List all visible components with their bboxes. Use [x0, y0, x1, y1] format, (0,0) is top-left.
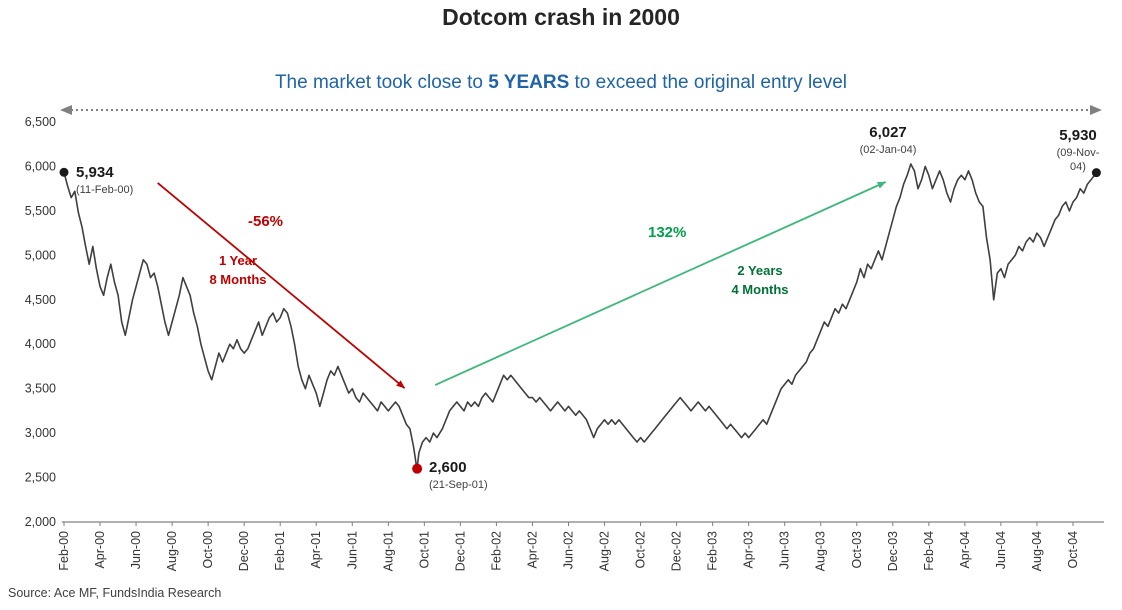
- latest-date: (09-Nov-04): [1056, 146, 1100, 174]
- x-tick-label: Jun-02: [561, 531, 575, 569]
- x-tick-label: Oct-01: [417, 531, 431, 569]
- x-tick-label: Aug-01: [381, 531, 395, 571]
- y-tick-label: 6,000: [25, 159, 56, 173]
- x-tick-label: Apr-03: [742, 531, 756, 569]
- x-tick-label: Apr-00: [93, 531, 107, 569]
- y-tick-label: 2,000: [25, 515, 56, 529]
- x-tick-label: Jun-04: [994, 531, 1008, 569]
- decline-percent-label: -56%: [248, 213, 284, 230]
- trough-dot: [412, 463, 423, 474]
- y-tick-label: 4,000: [25, 337, 56, 351]
- recovery-duration-label: 2 Years 4 Months: [718, 262, 802, 300]
- decline-arrow: [157, 182, 406, 389]
- entry-point-label: 5,934 (11-Feb-00): [76, 164, 133, 197]
- entry-dot: [59, 167, 69, 177]
- decline-duration-line2: 8 Months: [209, 271, 267, 287]
- x-tick-label: Jun-01: [345, 531, 359, 569]
- peak-point-label: 6,027 (02-Jan-04): [860, 124, 917, 157]
- x-tick-label: Oct-02: [634, 531, 648, 569]
- entry-value: 5,934: [76, 164, 114, 181]
- latest-point-label: 5,930 (09-Nov-04): [1056, 127, 1100, 174]
- x-tick-label: Dec-00: [237, 531, 251, 571]
- span-arrowhead-right: [1090, 105, 1102, 115]
- y-tick-label: 3,000: [25, 426, 56, 440]
- x-tick-label: Aug-02: [598, 531, 612, 571]
- x-tick-label: Oct-04: [1066, 531, 1080, 569]
- x-tick-label: Feb-00: [57, 531, 71, 571]
- x-tick-label: Dec-02: [670, 531, 684, 571]
- x-tick-label: Feb-04: [922, 531, 936, 571]
- decline-duration-line1: 1 Year: [218, 253, 258, 268]
- x-tick-label: Apr-04: [958, 531, 972, 569]
- x-tick-label: Oct-00: [201, 531, 215, 569]
- peak-value: 6,027: [869, 124, 907, 141]
- y-tick-label: 4,500: [25, 293, 56, 307]
- subtitle-emphasis: 5 YEARS: [488, 72, 570, 93]
- source-note: Source: Ace MF, FundsIndia Research: [8, 586, 222, 600]
- y-tick-label: 6,500: [25, 115, 56, 129]
- recovery-duration-line1: 2 Years: [737, 263, 783, 278]
- chart-title: Dotcom crash in 2000: [442, 4, 680, 30]
- recovery-arrow: [434, 181, 887, 386]
- x-tick-label: Dec-03: [886, 531, 900, 571]
- x-tick-label: Jun-03: [778, 531, 792, 569]
- x-tick-label: Oct-03: [850, 531, 864, 569]
- y-tick-label: 3,500: [25, 382, 56, 396]
- x-tick-label: Apr-01: [309, 531, 323, 569]
- y-tick-label: 5,500: [25, 204, 56, 218]
- trough-point-label: 2,600 (21-Sep-01): [429, 459, 488, 492]
- x-tick-label: Apr-02: [525, 531, 539, 569]
- x-tick-label: Jun-00: [129, 531, 143, 569]
- chart-subtitle: The market took close to 5 YEARS to exce…: [0, 72, 1122, 94]
- x-tick-label: Dec-01: [453, 531, 467, 571]
- x-tick-label: Aug-00: [165, 531, 179, 571]
- price-line: [63, 163, 1098, 470]
- subtitle-pre: The market took close to: [274, 72, 489, 93]
- entry-date: (11-Feb-00): [76, 183, 134, 196]
- subtitle-post: to exceed the original entry level: [569, 72, 848, 93]
- trough-value: 2,600: [429, 459, 467, 476]
- decline-duration-label: 1 Year 8 Months: [200, 252, 276, 290]
- x-tick-label: Aug-04: [1030, 531, 1044, 571]
- recovery-duration-line2: 4 Months: [731, 281, 789, 297]
- x-tick-label: Feb-03: [706, 531, 720, 571]
- y-tick-label: 5,000: [25, 248, 56, 262]
- span-arrowhead-left: [60, 105, 72, 115]
- recovery-percent-label: 132%: [648, 224, 687, 241]
- trough-date: (21-Sep-01): [429, 478, 488, 491]
- x-tick-label: Feb-02: [489, 531, 503, 571]
- x-tick-label: Aug-03: [814, 531, 828, 571]
- latest-value: 5,930: [1059, 127, 1097, 144]
- x-tick-label: Feb-01: [273, 531, 287, 571]
- peak-date: (02-Jan-04): [859, 143, 917, 156]
- y-tick-label: 2,500: [25, 471, 56, 485]
- latest-dot: [1091, 168, 1101, 178]
